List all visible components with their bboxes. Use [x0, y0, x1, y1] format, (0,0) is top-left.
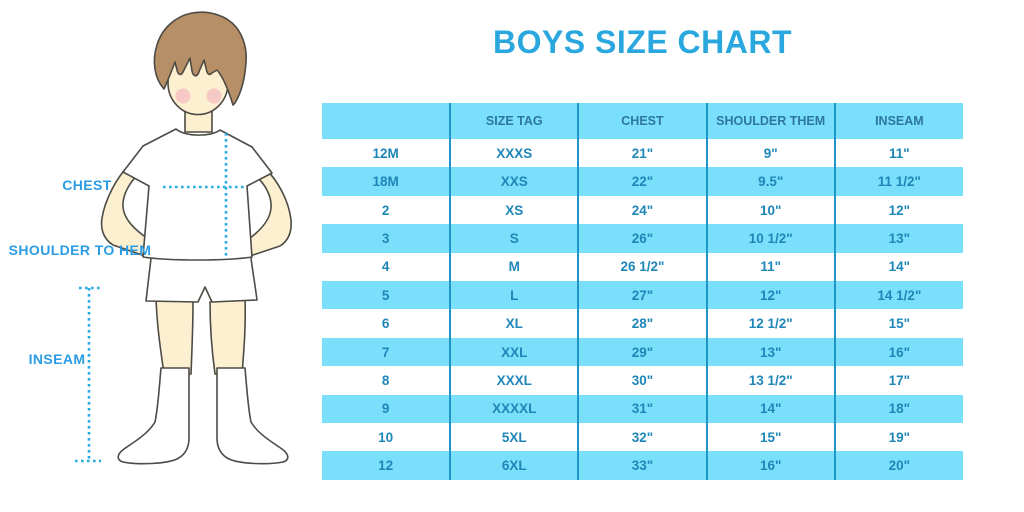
table-cell: 12"	[706, 281, 836, 310]
table-cell: XXXL	[450, 366, 580, 395]
table-cell: 17"	[888, 372, 911, 388]
header-row: SIZE TAG CHEST SHOULDER THEM INSEAM	[322, 103, 963, 139]
table-cell: 29"	[578, 337, 708, 367]
table-cell: 26 1/2"	[578, 252, 708, 282]
table-cell: S	[450, 224, 580, 253]
table-cell: 9"	[706, 139, 836, 168]
table-cell: 10 1/2"	[706, 224, 836, 253]
table-cell: 26"	[578, 224, 708, 253]
table-cell: 2	[322, 195, 452, 225]
table-cell: XL	[450, 309, 580, 338]
hair	[153, 11, 247, 106]
table-row: 5 L 27" 12" 14 1/2"	[322, 281, 963, 310]
table-cell: 12"	[888, 202, 911, 218]
table-cell: 21"	[578, 139, 708, 168]
table-cell: 30"	[578, 366, 708, 395]
table-cell: XS	[450, 195, 580, 225]
shorts	[145, 249, 258, 303]
leg-left	[155, 297, 194, 375]
table-cell: 28"	[578, 309, 708, 338]
table-cell: 33"	[578, 451, 708, 480]
page-title: BOYS SIZE CHART	[492, 24, 793, 60]
table-cell: 6XL	[450, 451, 580, 480]
table-cell: 4	[322, 252, 452, 282]
table-cell: 20"	[888, 458, 911, 474]
table-row: 10 5XL 32" 15" 19"	[322, 423, 963, 452]
table-cell: 9.5"	[706, 167, 836, 196]
table-cell: 19"	[888, 429, 911, 445]
sock-right	[216, 367, 289, 465]
table-cell: 10"	[706, 195, 836, 225]
table-row: 12M XXXS 21" 9" 11"	[322, 139, 963, 168]
table-cell: 13"	[706, 337, 836, 367]
table-cell: 18M	[322, 167, 452, 196]
table-cell: 11"	[706, 252, 836, 282]
table-cell: 18"	[888, 401, 911, 417]
table-cell: 9	[322, 394, 452, 424]
table-row: 3 S 26" 10 1/2" 13"	[322, 224, 963, 253]
blush-left	[175, 88, 191, 104]
column-header: SHOULDER THEM	[706, 103, 836, 139]
table-cell: 7	[322, 337, 452, 367]
table-cell: 16"	[888, 344, 911, 360]
table-cell: 12	[322, 451, 452, 480]
chest-label: CHEST	[62, 177, 111, 193]
table-row: 18M XXS 22" 9.5" 11 1/2"	[322, 167, 963, 196]
table-cell: 8	[322, 366, 452, 395]
column-header: SIZE TAG	[450, 103, 580, 139]
shoulder-to-hem-label: SHOULDER TO HEM	[9, 242, 152, 258]
size-table-header: SIZE TAG CHEST SHOULDER THEM INSEAM	[322, 103, 963, 139]
table-row: 9 XXXXL 31" 14" 18"	[322, 394, 963, 424]
table-cell: 13"	[888, 230, 911, 246]
table-cell: L	[450, 281, 580, 310]
table-row: 6 XL 28" 12 1/2" 15"	[322, 309, 963, 338]
table-cell: 14"	[888, 259, 911, 275]
column-header	[322, 103, 452, 139]
table-cell: 10	[322, 423, 452, 452]
table-cell: 11 1/2"	[877, 174, 921, 190]
table-cell: 11"	[889, 145, 910, 161]
blush-right	[206, 88, 222, 104]
table-cell: 31"	[578, 394, 708, 424]
table-cell: 16"	[706, 451, 836, 480]
table-cell: XXXS	[450, 139, 580, 168]
table-cell: 15"	[706, 423, 836, 452]
table-row: 4 M 26 1/2" 11" 14"	[322, 252, 963, 282]
table-cell: M	[450, 252, 580, 282]
table-cell: XXS	[450, 167, 580, 196]
table-cell: 5	[322, 281, 452, 310]
table-cell: 3	[322, 224, 452, 253]
table-cell: 14"	[706, 394, 836, 424]
inseam-label: INSEAM	[29, 351, 86, 367]
table-row: 8 XXXL 30" 13 1/2" 17"	[322, 366, 963, 395]
size-chart-table: SIZE TAG CHEST SHOULDER THEM INSEAM 12M XXXS…	[322, 103, 963, 480]
table-cell: 24"	[578, 195, 708, 225]
table-row: 12 6XL 33" 16" 20"	[322, 451, 963, 480]
table-cell: 22"	[578, 167, 708, 196]
table-cell: 13 1/2"	[706, 366, 836, 395]
table-cell: 14 1/2"	[877, 287, 922, 303]
table-cell: 6	[322, 309, 452, 338]
table-cell: 15"	[888, 316, 911, 332]
sock-left	[117, 367, 190, 465]
table-cell: 12M	[322, 139, 452, 168]
boy-measurement-diagram: CHEST SHOULDER TO HEM INSEAM	[9, 11, 292, 465]
table-cell: 32"	[578, 423, 708, 452]
column-header: INSEAM	[875, 114, 924, 128]
t-shirt	[122, 128, 273, 261]
leg-right	[209, 297, 247, 375]
table-cell: 5XL	[450, 423, 580, 452]
table-row: 2 XS 24" 10" 12"	[322, 195, 963, 225]
table-cell: XXXXL	[450, 394, 580, 424]
size-table-body: 12M XXXS 21" 9" 11" 18M XXS 22" 9.5" 11 1/2" 2 XS 24…	[322, 139, 963, 480]
table-row: 7 XXL 29" 13" 16"	[322, 337, 963, 367]
table-cell: 12 1/2"	[706, 309, 836, 338]
table-cell: XXL	[450, 337, 580, 367]
column-header: CHEST	[578, 103, 708, 139]
table-cell: 27"	[578, 281, 708, 310]
